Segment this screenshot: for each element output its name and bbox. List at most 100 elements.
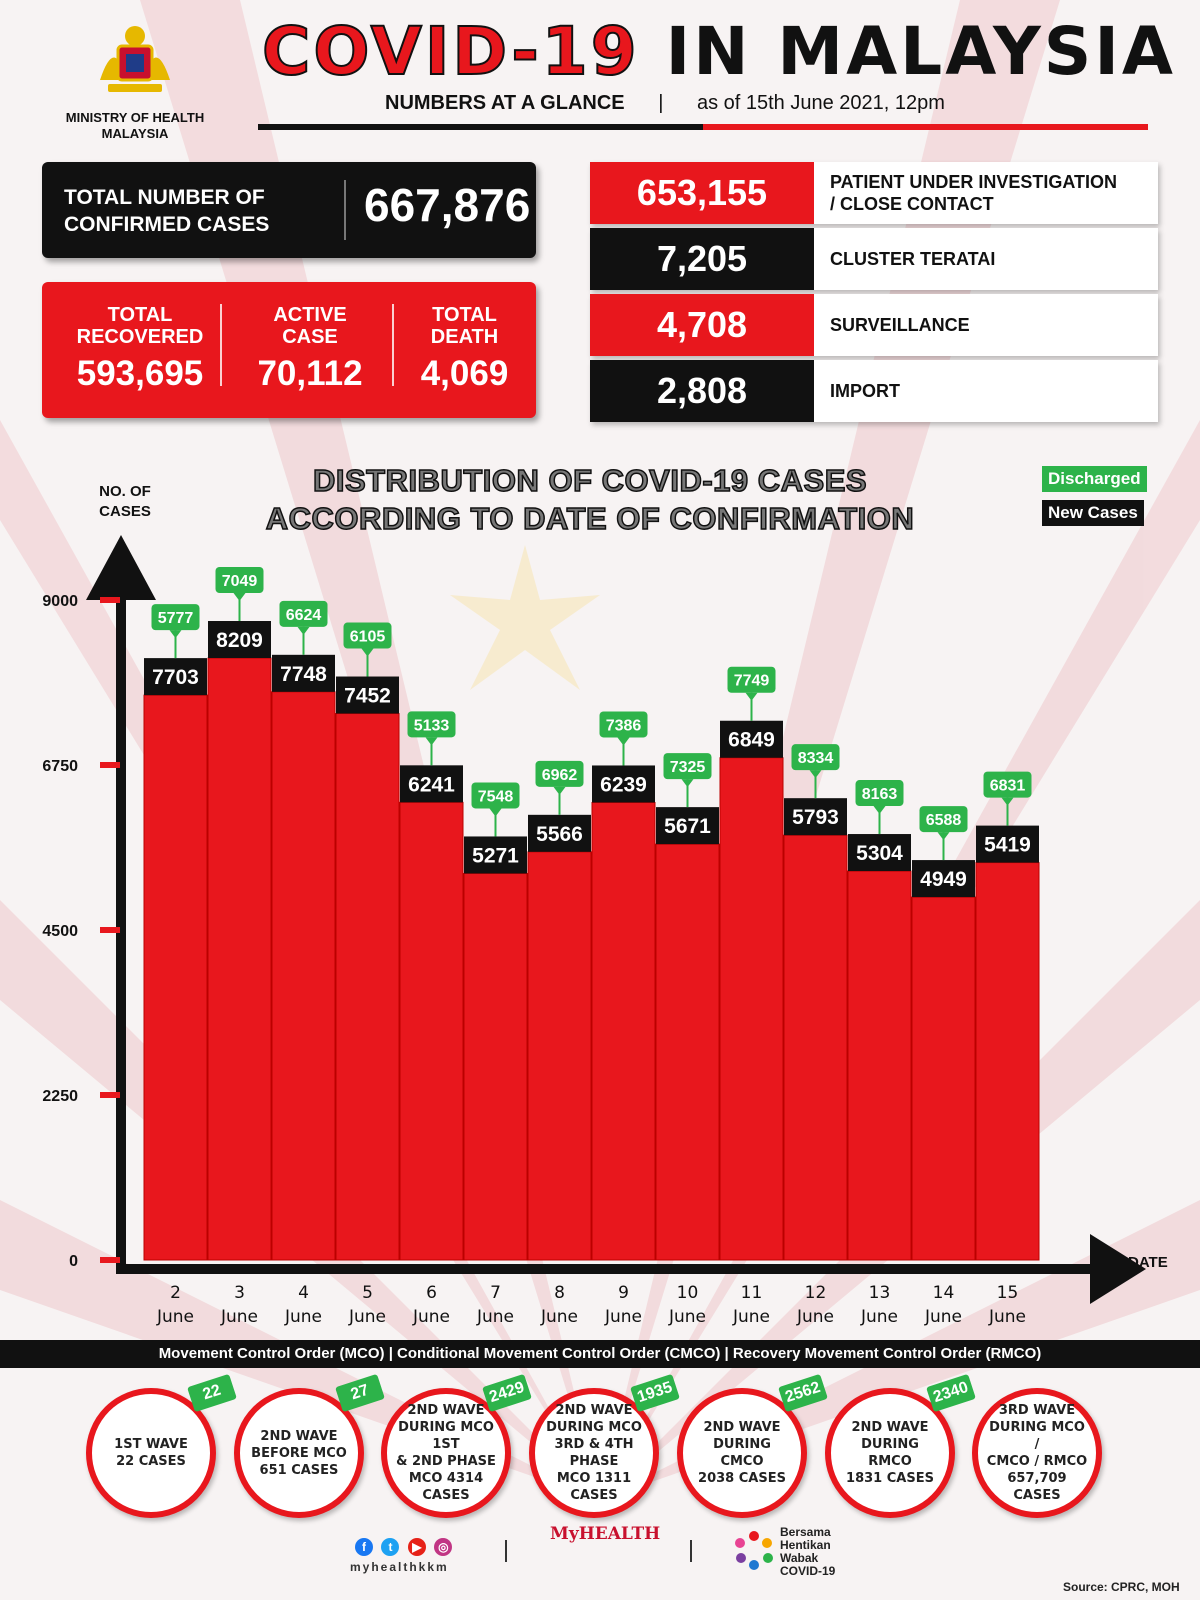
bar-new-cases	[847, 870, 912, 1261]
y-axis-label-line-1: NO. OF	[99, 483, 151, 500]
instagram-icon[interactable]: ◎	[434, 1538, 453, 1556]
bar-new-cases	[143, 694, 208, 1261]
subtitle-numbers: NUMBERS AT A GLANCE	[385, 92, 625, 114]
discharged-label: 8163	[862, 786, 898, 803]
new-cases-label: 5271	[472, 844, 519, 867]
y-tick-mark	[100, 597, 120, 603]
discharged-label: 5777	[158, 610, 194, 627]
category-label: PATIENT UNDER INVESTIGATION / CLOSE CONTA…	[830, 162, 1117, 224]
wave-circle: 1ST WAVE 22 CASES	[86, 1388, 216, 1518]
death-stat: TOTAL DEATH 4,069	[402, 304, 527, 394]
y-tick-mark	[100, 1092, 120, 1098]
new-cases-label: 5566	[536, 823, 583, 846]
recovered-stat: TOTAL RECOVERED 593,695	[60, 304, 220, 394]
x-axis-line	[116, 1264, 1096, 1274]
confirmed-label-line-2: CONFIRMED CASES	[64, 213, 270, 236]
new-cases-label: 7703	[152, 666, 199, 689]
discharged-label-bg	[151, 604, 200, 631]
discharged-pointer	[425, 737, 438, 746]
x-tick-month: June	[476, 1307, 514, 1327]
discharged-pointer	[233, 593, 246, 602]
wave-text: 3RD WAVE DURING MCO / CMCO / RMCO 657,70…	[986, 1403, 1088, 1503]
outcome-divider-1	[220, 304, 222, 386]
active-label-line-2: CASE	[282, 326, 338, 348]
title-covid: COVID-19	[261, 12, 640, 91]
x-tick-month: June	[796, 1307, 834, 1327]
confirmed-divider	[344, 180, 346, 240]
header-rule	[258, 124, 1148, 130]
y-axis-label-line-2: CASES	[99, 503, 151, 520]
x-tick-day: 14	[933, 1283, 955, 1303]
facebook-icon[interactable]: f	[355, 1538, 373, 1556]
category-label: CLUSTER TERATAI	[830, 249, 996, 269]
category-row-cluster: 7,205 CLUSTER TERATAI	[590, 228, 1158, 290]
x-tick-day: 13	[869, 1283, 891, 1303]
x-tick-day: 12	[805, 1283, 827, 1303]
source-note: Source: CPRC, MOH	[1063, 1580, 1180, 1594]
active-value: 70,112	[257, 354, 363, 393]
discharged-label: 6588	[926, 812, 962, 829]
category-value: 7,205	[590, 228, 814, 290]
wave-text: 1ST WAVE 22 CASES	[114, 1437, 188, 1469]
x-tick-month: June	[540, 1307, 578, 1327]
category-label: IMPORT	[830, 381, 900, 401]
myhealth-logo: MyHEALTH	[550, 1524, 661, 1544]
recovered-label-line-1: TOTAL	[107, 304, 173, 326]
x-tick-day: 7	[490, 1283, 501, 1303]
bar-new-cases	[207, 657, 272, 1261]
y-axis-label: NO. OF CASES	[80, 482, 170, 522]
discharged-label-bg	[279, 600, 328, 627]
discharged-label: 6624	[286, 607, 322, 624]
title-malaysia: IN MALAYSIA	[665, 13, 1176, 90]
bar-new-cases	[527, 851, 592, 1261]
new-cases-label-bg	[720, 720, 783, 758]
bar-new-cases	[975, 862, 1040, 1261]
discharged-pointer	[809, 770, 822, 779]
x-tick-day: 5	[362, 1283, 373, 1303]
bar-new-cases	[463, 872, 528, 1261]
recovered-value: 593,695	[76, 354, 204, 393]
bar-new-cases	[783, 834, 848, 1261]
x-tick-day: 15	[997, 1283, 1019, 1303]
discharged-label-bg	[599, 711, 648, 738]
new-cases-label-bg	[656, 807, 719, 845]
category-row-pui: 653,155 PATIENT UNDER INVESTIGATION / CLO…	[590, 162, 1158, 224]
legend-new-cases: New Cases	[1042, 500, 1144, 526]
discharged-pointer	[873, 806, 886, 815]
ministry-name-line-1: MINISTRY OF HEALTH	[65, 110, 205, 125]
social-handle: myhealthkkm	[350, 1560, 449, 1574]
discharged-label-bg	[855, 780, 904, 807]
new-cases-label-bg	[464, 836, 527, 874]
discharged-label: 5133	[414, 717, 450, 734]
y-tick-label: 6750	[42, 758, 78, 775]
category-row-import: 2,808 IMPORT	[590, 360, 1158, 422]
wave-circle: 2ND WAVE DURING MCO 3RD & 4TH PHASE MCO …	[529, 1388, 659, 1518]
y-axis-arrow	[86, 535, 156, 600]
bar-new-cases	[399, 801, 464, 1261]
ministry-block: MINISTRY OF HEALTH MALAYSIA	[40, 20, 230, 142]
new-cases-label-bg	[400, 765, 463, 803]
y-tick-mark	[100, 927, 120, 933]
y-tick-mark	[100, 1257, 120, 1263]
category-value: 2,808	[590, 360, 814, 422]
x-tick-day: 3	[234, 1283, 245, 1303]
youtube-icon[interactable]: ▶	[407, 1538, 426, 1556]
x-tick-day: 4	[298, 1283, 309, 1303]
discharged-pointer	[1001, 797, 1014, 806]
twitter-icon[interactable]: t	[381, 1538, 400, 1556]
new-cases-label: 5419	[984, 834, 1031, 857]
new-cases-label: 5304	[856, 842, 903, 865]
category-label-line-1: PATIENT UNDER INVESTIGATION	[830, 172, 1118, 192]
outcome-divider-2	[392, 304, 394, 386]
discharged-label-bg	[407, 711, 456, 738]
new-cases-label-bg	[592, 765, 655, 803]
x-tick-month: June	[220, 1307, 258, 1327]
x-tick-day: 10	[677, 1283, 699, 1303]
x-tick-month: June	[668, 1307, 706, 1327]
legend-discharged: Discharged	[1042, 466, 1147, 492]
subtitle-date: as of 15th June 2021, 12pm	[696, 92, 945, 114]
discharged-label: 7325	[670, 759, 706, 776]
x-tick-month: June	[860, 1307, 898, 1327]
new-cases-label: 7452	[344, 685, 391, 708]
outcome-box: TOTAL RECOVERED 593,695 ACTIVE CASE 70,1…	[42, 282, 536, 418]
